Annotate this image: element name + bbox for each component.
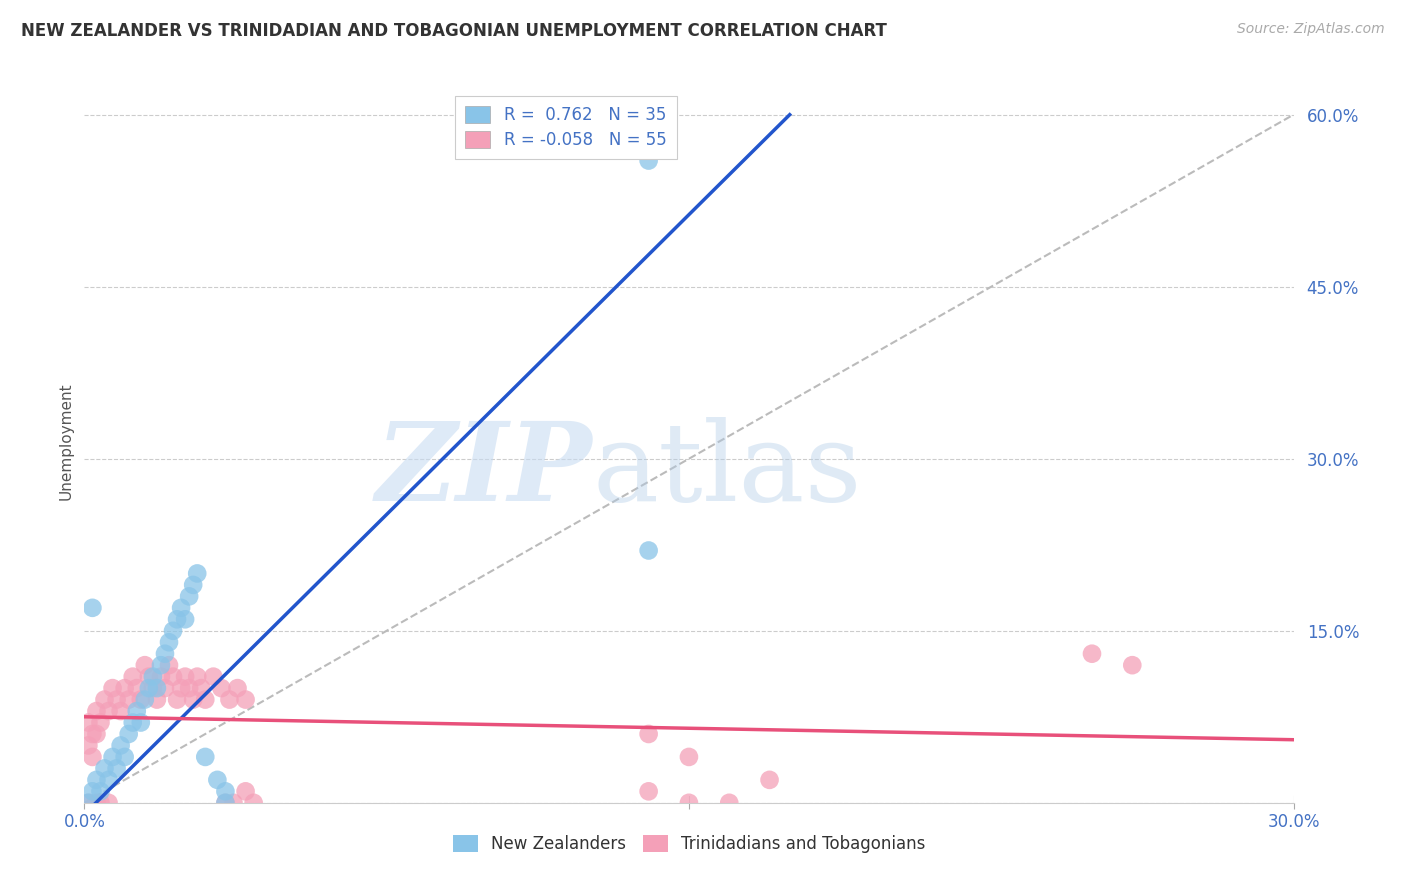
Point — [77, 796, 100, 810]
Point — [1121, 658, 1143, 673]
Point — [186, 566, 208, 581]
Y-axis label: Unemployment: Unemployment — [58, 383, 73, 500]
Point — [77, 796, 100, 810]
Point — [118, 727, 141, 741]
Point — [86, 772, 108, 787]
Point — [179, 590, 201, 604]
Point — [86, 796, 108, 810]
Point — [194, 750, 217, 764]
Point — [758, 772, 780, 787]
Point — [93, 761, 115, 775]
Point — [77, 739, 100, 753]
Point — [235, 784, 257, 798]
Point — [214, 784, 236, 798]
Point — [125, 681, 148, 695]
Point — [170, 681, 193, 695]
Point — [202, 670, 225, 684]
Point — [190, 681, 212, 695]
Point — [181, 578, 204, 592]
Point — [114, 750, 136, 764]
Point — [121, 715, 143, 730]
Point — [181, 692, 204, 706]
Point — [146, 692, 169, 706]
Point — [149, 670, 172, 684]
Point — [101, 681, 124, 695]
Point — [86, 704, 108, 718]
Point — [121, 670, 143, 684]
Point — [153, 681, 176, 695]
Point — [186, 670, 208, 684]
Point — [214, 796, 236, 810]
Point — [105, 761, 128, 775]
Point — [82, 600, 104, 615]
Point — [1081, 647, 1104, 661]
Point — [89, 796, 111, 810]
Point — [678, 796, 700, 810]
Point — [97, 772, 120, 787]
Point — [146, 681, 169, 695]
Point — [114, 681, 136, 695]
Point — [218, 692, 240, 706]
Point — [235, 692, 257, 706]
Point — [207, 772, 229, 787]
Point — [153, 647, 176, 661]
Point — [214, 796, 236, 810]
Point — [93, 692, 115, 706]
Point — [134, 692, 156, 706]
Point — [89, 784, 111, 798]
Point — [179, 681, 201, 695]
Point — [101, 750, 124, 764]
Point — [637, 543, 659, 558]
Text: ZIP: ZIP — [375, 417, 592, 524]
Point — [138, 670, 160, 684]
Text: NEW ZEALANDER VS TRINIDADIAN AND TOBAGONIAN UNEMPLOYMENT CORRELATION CHART: NEW ZEALANDER VS TRINIDADIAN AND TOBAGON… — [21, 22, 887, 40]
Point — [637, 784, 659, 798]
Point — [222, 796, 245, 810]
Point — [134, 658, 156, 673]
Legend: New Zealanders, Trinidadians and Tobagonians: New Zealanders, Trinidadians and Tobagon… — [446, 828, 932, 860]
Point — [97, 704, 120, 718]
Point — [718, 796, 741, 810]
Point — [142, 670, 165, 684]
Point — [242, 796, 264, 810]
Point — [97, 796, 120, 810]
Point — [194, 692, 217, 706]
Point — [138, 681, 160, 695]
Point — [157, 658, 180, 673]
Point — [174, 612, 197, 626]
Point — [89, 715, 111, 730]
Point — [82, 784, 104, 798]
Point — [86, 727, 108, 741]
Point — [162, 670, 184, 684]
Point — [637, 153, 659, 168]
Point — [149, 658, 172, 673]
Point — [142, 681, 165, 695]
Point — [166, 692, 188, 706]
Point — [637, 727, 659, 741]
Point — [678, 750, 700, 764]
Point — [118, 692, 141, 706]
Text: atlas: atlas — [592, 417, 862, 524]
Point — [170, 600, 193, 615]
Point — [105, 692, 128, 706]
Point — [209, 681, 232, 695]
Point — [166, 612, 188, 626]
Point — [226, 681, 249, 695]
Text: Source: ZipAtlas.com: Source: ZipAtlas.com — [1237, 22, 1385, 37]
Point — [129, 715, 152, 730]
Point — [157, 635, 180, 649]
Point — [82, 750, 104, 764]
Point — [174, 670, 197, 684]
Point — [77, 715, 100, 730]
Point — [162, 624, 184, 638]
Point — [125, 704, 148, 718]
Point — [110, 704, 132, 718]
Point — [110, 739, 132, 753]
Point — [129, 692, 152, 706]
Point — [82, 727, 104, 741]
